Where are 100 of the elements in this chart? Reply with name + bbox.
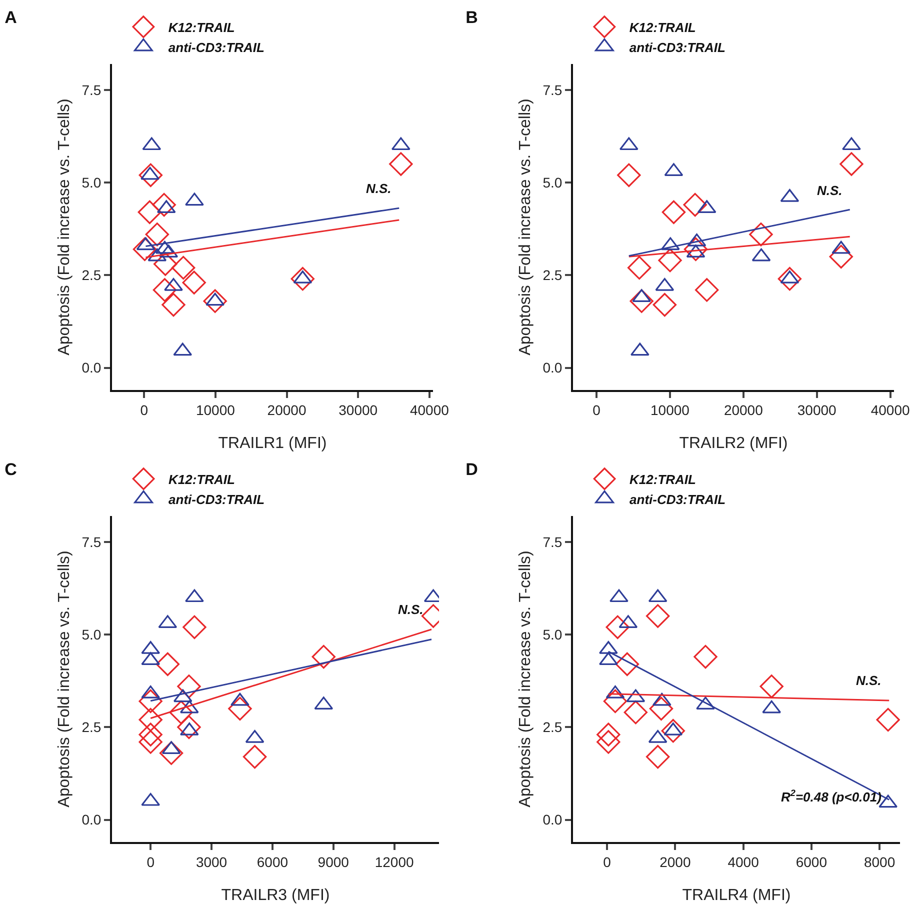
legend-label: anti-CD3:TRAIL: [629, 40, 726, 55]
point: [138, 722, 162, 746]
y-tick-label: 0.0: [82, 812, 102, 828]
y-tick-label: 0.0: [542, 360, 562, 376]
point: [203, 289, 227, 313]
point: [646, 604, 670, 628]
legend-label: anti-CD3:TRAIL: [630, 492, 726, 507]
legend-label: K12:TRAIL: [630, 472, 696, 487]
point: [185, 192, 204, 206]
y-axis-title: Apoptosis (Fold increase vs. T-cells): [517, 98, 534, 356]
annotation: N.S.: [398, 602, 424, 617]
x-tick-label: 12000: [374, 854, 414, 870]
x-tick-label: 10000: [650, 402, 690, 418]
x-tick-label: 0: [592, 402, 601, 418]
point: [840, 152, 864, 176]
point: [658, 248, 682, 272]
x-tick-label: 6000: [256, 854, 288, 870]
point: [171, 256, 196, 280]
x-tick-label: 6000: [796, 854, 828, 870]
point: [138, 689, 162, 714]
point: [661, 719, 685, 743]
point: [138, 200, 162, 224]
legend-label: K12:TRAIL: [629, 20, 696, 35]
point: [162, 292, 186, 317]
point: [646, 744, 670, 769]
point: [290, 267, 315, 291]
point: [627, 256, 652, 280]
y-tick-label: 0.0: [542, 812, 562, 828]
y-tick-label: 2.5: [542, 267, 562, 284]
x-axis-title: TRAILR2 (MFI): [679, 435, 788, 452]
y-tick-label: 5.0: [82, 174, 102, 190]
annotation: R$^{2}$=0.48 (p<0.01): [781, 788, 882, 804]
point: [138, 163, 163, 187]
point: [228, 696, 252, 720]
point: [624, 700, 648, 724]
point: [312, 644, 336, 669]
annotation: N.S.: [856, 673, 882, 688]
point: [177, 674, 201, 698]
y-tick-label: 2.5: [542, 719, 562, 736]
point: [138, 730, 162, 754]
point: [842, 137, 861, 150]
point: [177, 715, 201, 740]
annotation: N.S.: [366, 181, 392, 196]
y-tick-label: 7.5: [82, 82, 102, 98]
y-tick-label: 2.5: [82, 267, 102, 284]
point: [596, 730, 620, 754]
point: [778, 267, 802, 291]
point: [606, 615, 630, 639]
point: [652, 292, 677, 317]
point: [876, 708, 900, 732]
point: [185, 589, 204, 602]
x-tick-label: 30000: [797, 402, 837, 418]
chart-title: D: [466, 460, 478, 480]
x-tick-label: 40000: [870, 402, 910, 418]
point: [152, 278, 177, 302]
point: [694, 278, 719, 302]
x-tick-label: 0: [146, 854, 155, 870]
x-tick-label: 40000: [410, 402, 450, 418]
point: [138, 708, 162, 732]
point: [145, 222, 169, 246]
x-tick-label: 30000: [338, 402, 378, 418]
point: [694, 644, 718, 669]
x-tick-label: 3000: [196, 854, 228, 870]
point: [132, 237, 157, 262]
legend-label: anti-CD3:TRAIL: [168, 40, 265, 55]
point: [156, 652, 180, 676]
chart-title: A: [4, 8, 17, 28]
x-tick-label: 0: [140, 402, 148, 418]
y-axis-title: Apoptosis (Fold increase vs. T-cells): [517, 550, 534, 808]
point: [684, 237, 708, 262]
chart-title: B: [466, 8, 478, 28]
y-tick-label: 5.0: [82, 626, 102, 642]
y-tick-label: 2.5: [82, 719, 102, 736]
point: [182, 270, 206, 294]
y-tick-label: 0.0: [82, 360, 102, 376]
x-tick-label: 8000: [864, 854, 896, 870]
y-axis-title: Apoptosis (Fold increase vs. T-cells): [56, 550, 73, 808]
point: [683, 192, 707, 217]
point: [760, 674, 784, 698]
point: [649, 696, 674, 720]
y-tick-label: 5.0: [542, 174, 562, 190]
y-tick-label: 5.0: [542, 626, 562, 642]
x-tick-label: 10000: [196, 402, 236, 418]
x-tick-label: 2000: [660, 854, 691, 870]
x-axis-title: TRAILR4 (MFI): [682, 887, 791, 904]
point: [154, 252, 178, 276]
point: [749, 222, 773, 246]
point: [242, 744, 267, 769]
point: [615, 652, 640, 676]
y-tick-label: 7.5: [82, 534, 102, 550]
point: [169, 700, 193, 724]
chart-title: C: [4, 460, 17, 480]
point: [610, 589, 628, 602]
x-tick-label: 20000: [724, 402, 764, 418]
point: [152, 192, 176, 217]
annotation: N.S.: [817, 183, 842, 198]
point: [389, 152, 413, 176]
point: [630, 289, 654, 313]
y-tick-label: 7.5: [542, 534, 562, 550]
point: [603, 689, 628, 714]
